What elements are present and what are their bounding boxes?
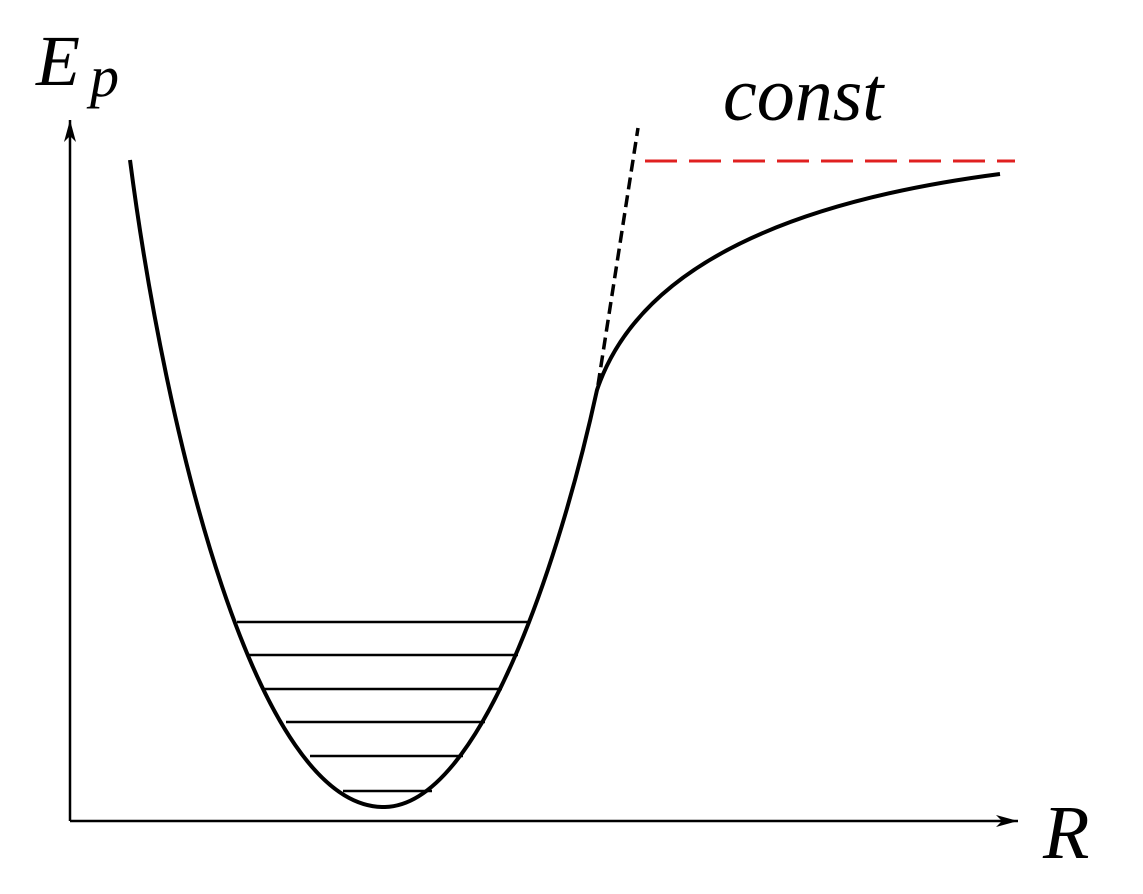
y-axis-label-subscript: p: [86, 44, 119, 109]
x-axis-label: R: [1042, 791, 1089, 875]
potential-curve: [128, 159, 1001, 810]
harmonic-extension: [596, 127, 640, 386]
energy-levels: [237, 620, 530, 793]
asymptote-label: const: [723, 53, 885, 137]
y-axis-label: E: [35, 21, 80, 101]
